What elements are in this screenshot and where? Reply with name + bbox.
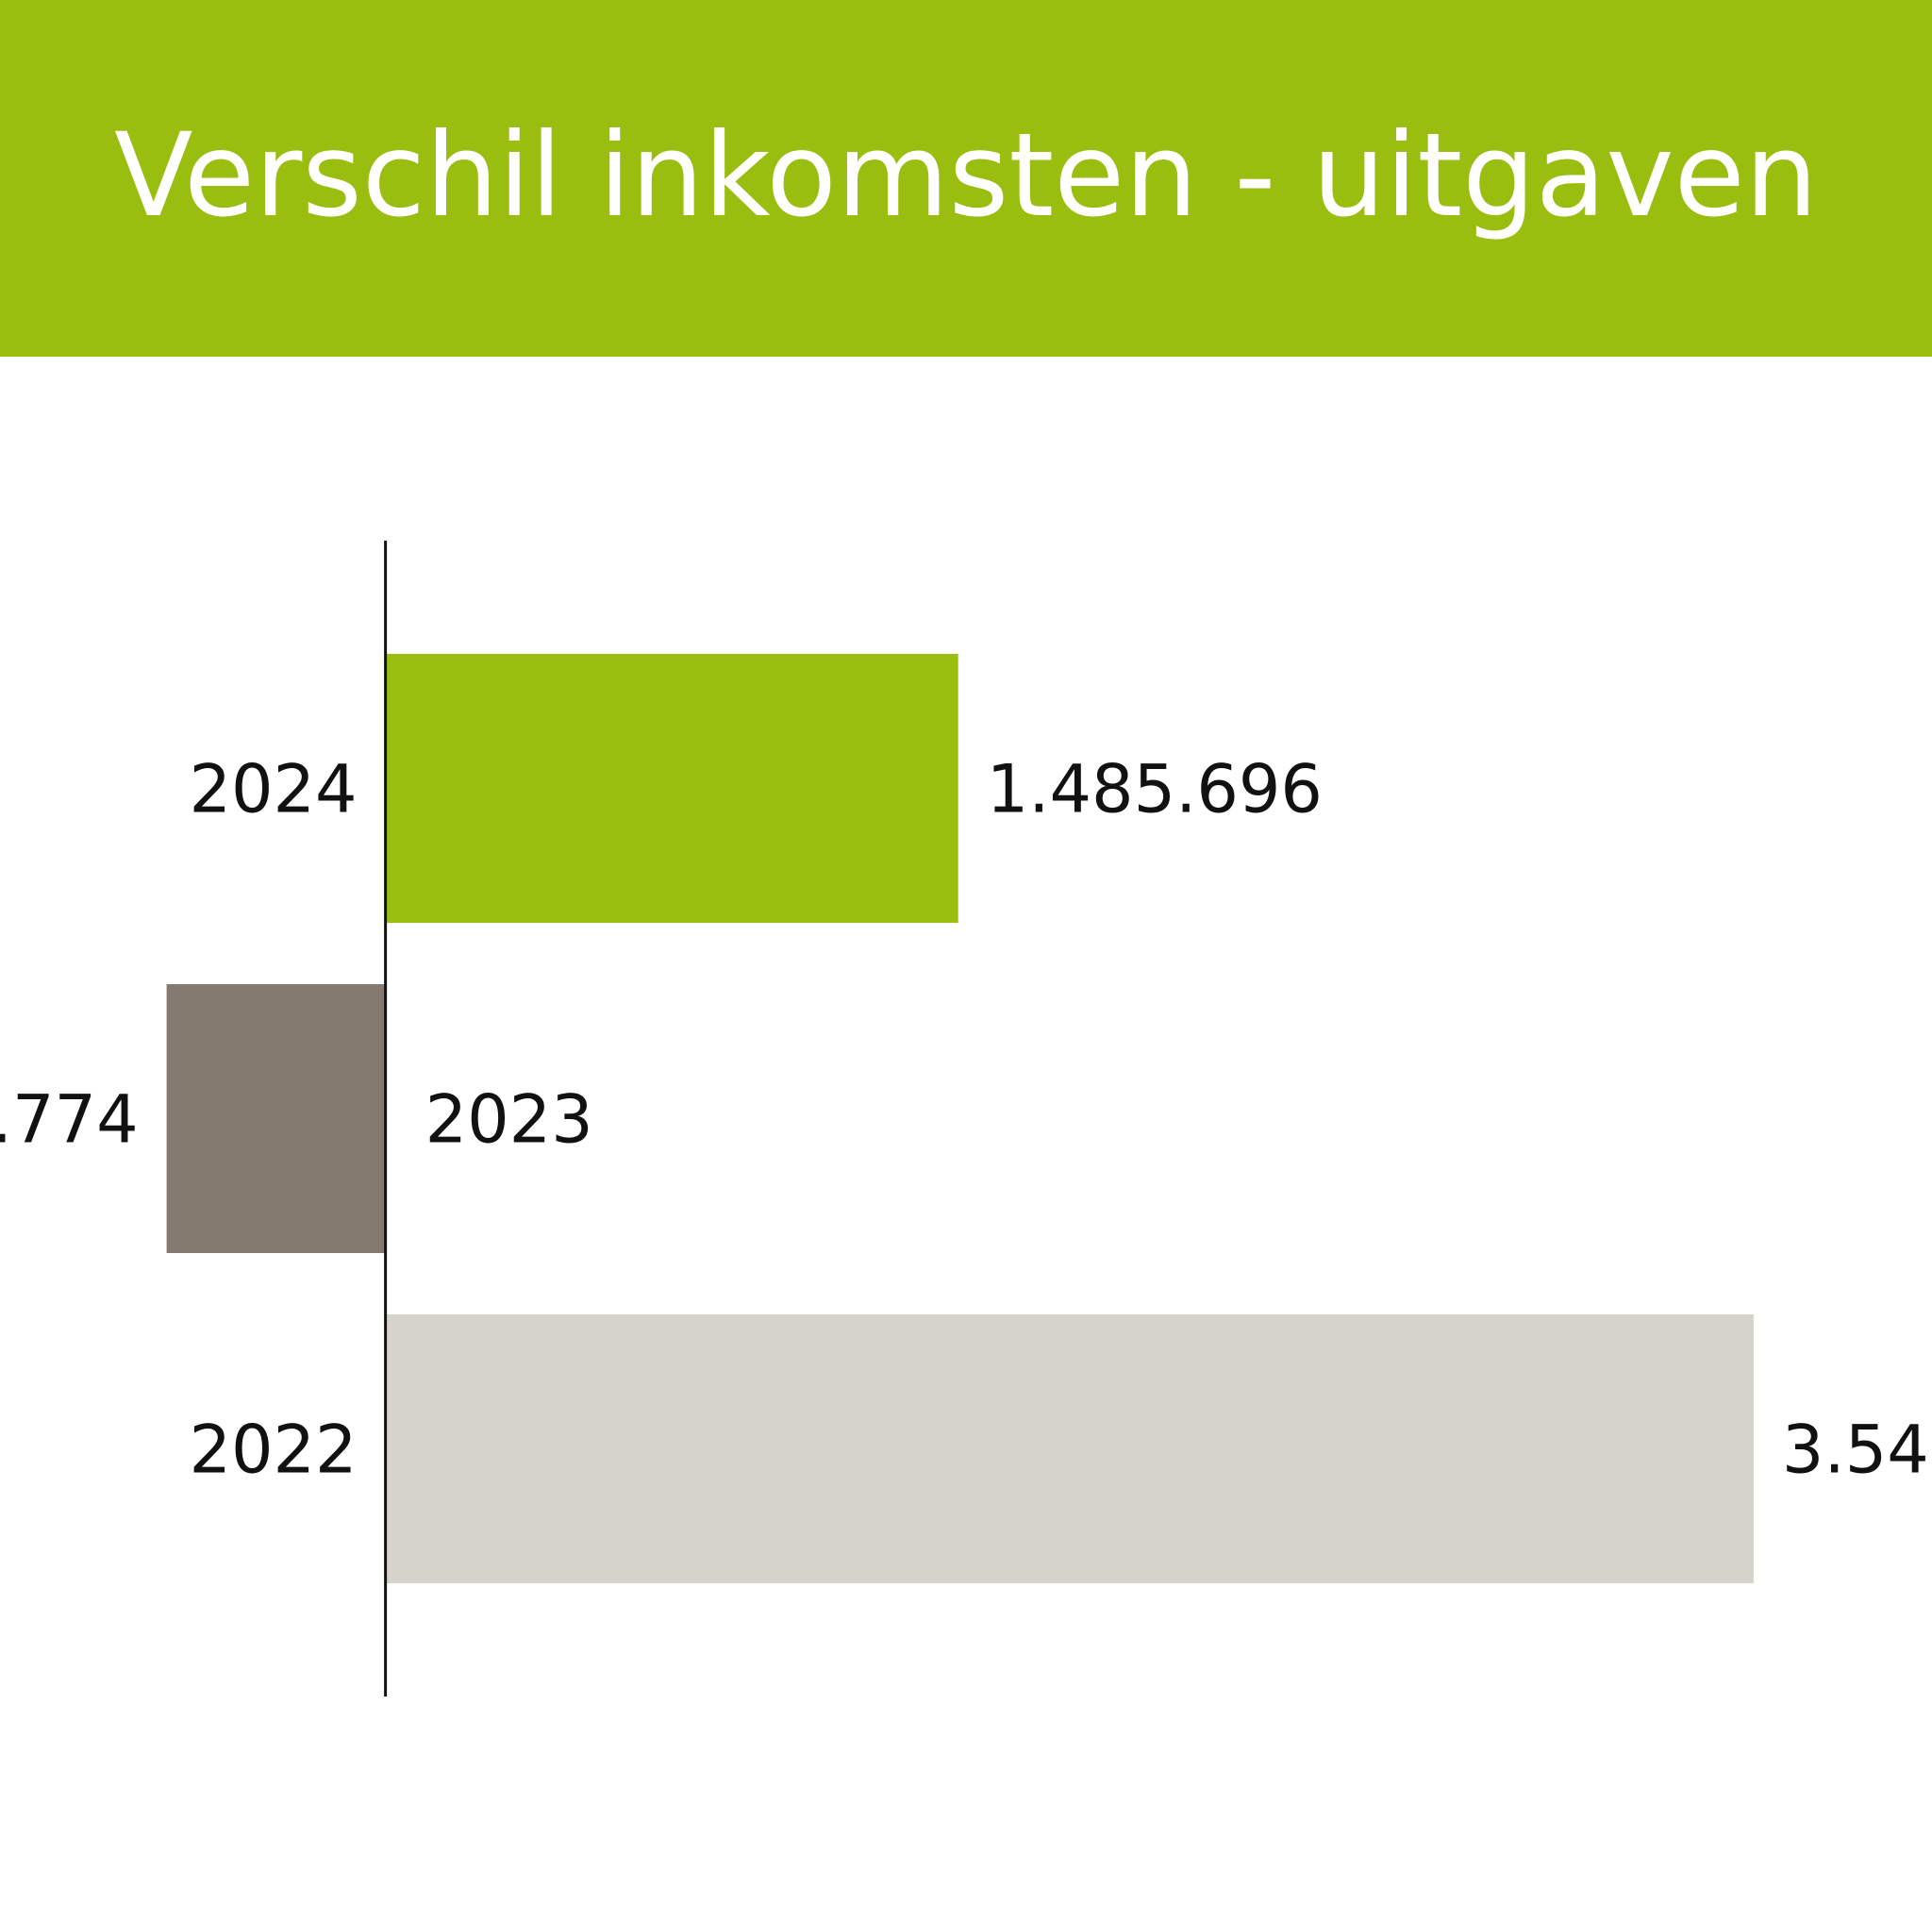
labels-group: 2024 1.485.696 2023 -/- 567.774 2022 3.549.25… [0, 751, 1932, 1489]
bar-2022 [385, 1314, 1754, 1583]
bar-2024 [385, 654, 958, 923]
chart-title: Verschil inkomsten - uitgaven [114, 109, 1818, 242]
value-label-2023: -/- 567.774 [0, 1081, 139, 1159]
header-banner: Verschil inkomsten - uitgaven [0, 0, 1932, 357]
value-label-2022: 3.549.257 [1782, 1412, 1932, 1489]
category-label-2024: 2024 [189, 751, 357, 828]
bar-chart: 2024 1.485.696 2023 -/- 567.774 2022 3.549.25… [0, 541, 1932, 1697]
bar-2023 [166, 984, 386, 1253]
bars-group [166, 654, 1754, 1583]
category-label-2023: 2023 [425, 1081, 593, 1159]
category-label-2022: 2022 [189, 1412, 357, 1489]
value-label-2024: 1.485.696 [987, 751, 1323, 828]
